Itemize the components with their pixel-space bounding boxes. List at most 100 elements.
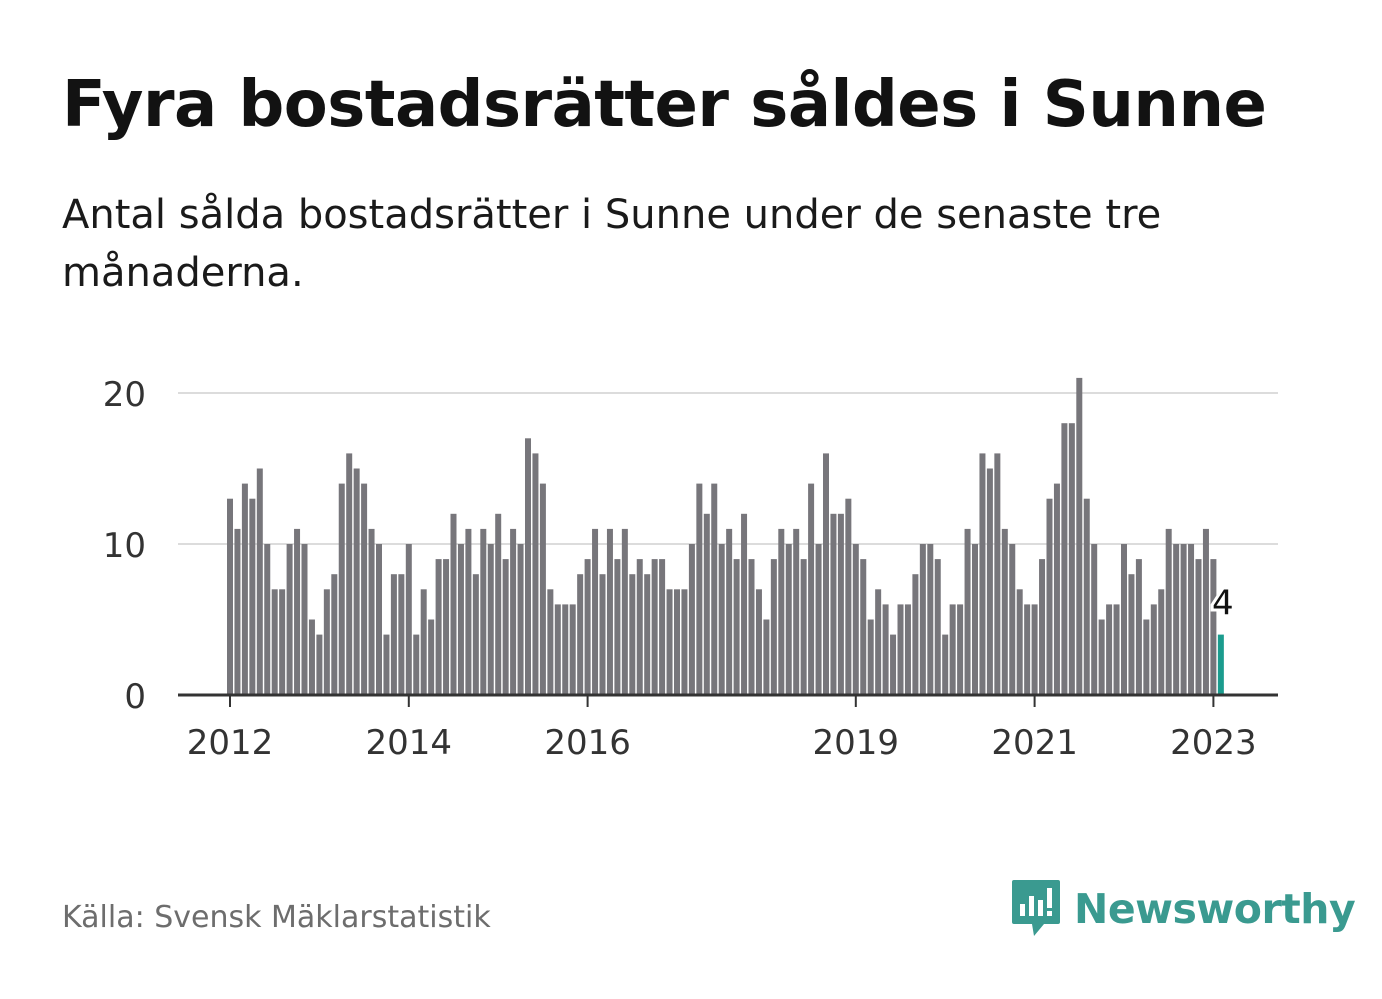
bar [1068,423,1075,695]
bar [279,589,286,695]
bar [912,574,919,695]
bar [979,453,986,695]
bar-layer [227,377,1224,695]
bar [271,589,278,695]
bar [480,528,487,695]
bar [763,619,770,695]
bar [867,619,874,695]
bar [301,544,308,695]
bar [629,574,636,695]
bar [398,574,405,695]
bar [800,559,807,695]
y-tick-label: 0 [124,677,146,717]
bar [510,528,517,695]
bar [860,559,867,695]
bar [227,498,233,695]
y-tick-label: 20 [103,375,146,415]
bar [256,468,263,695]
bar [435,559,442,695]
bar [539,483,546,695]
bar [733,559,740,695]
bar [1121,544,1127,695]
bar [1098,619,1105,695]
bar [1165,528,1172,695]
bar [934,559,941,695]
bar [569,604,576,695]
bar [703,513,710,695]
bar [376,544,382,695]
y-tick-label: 10 [103,526,146,566]
bar [472,574,479,695]
x-tick-label: 2021 [991,723,1078,763]
newsworthy-logo-icon [1012,880,1060,936]
bar [681,589,688,695]
x-tick-label: 2019 [813,723,900,763]
bar [405,544,412,695]
bar [986,468,993,695]
bar [323,589,330,695]
bar [1180,544,1187,695]
bar [1202,528,1209,695]
bar [1143,619,1150,695]
bar [778,528,785,695]
bar [949,604,956,695]
bar [368,528,375,695]
bar [532,453,539,695]
bar [830,513,837,695]
source-note: Källa: Svensk Mäklarstatistik [62,900,491,935]
bar [577,574,584,695]
bar [755,589,762,695]
bar [1135,559,1142,695]
bar [815,544,822,695]
bar [1113,604,1120,695]
bar [1031,604,1038,695]
bar [696,483,703,695]
bar [621,528,628,695]
bar [1076,377,1083,695]
brand-name: Newsworthy [1074,885,1356,933]
x-tick-label: 2014 [366,723,453,763]
chart-subtitle: Antal sålda bostadsrätter i Sunne under … [62,192,1162,296]
bar [994,453,1001,695]
bar [234,528,241,695]
bar [1001,528,1008,695]
x-tick-label: 2023 [1170,723,1257,763]
bar [465,528,472,695]
bar [785,544,792,695]
bar [1039,559,1046,695]
bar [837,513,844,695]
bar [1173,544,1180,695]
bar [525,438,531,695]
bar [294,528,301,695]
bar [919,544,926,695]
bar [636,559,643,695]
bar [674,589,680,695]
bar [1061,423,1068,695]
bar [1009,544,1016,695]
bar [1106,604,1113,695]
bar [1046,498,1053,695]
bar [1083,498,1090,695]
bar [726,528,733,695]
bar [659,559,666,695]
bar [711,483,718,695]
bar-highlight [1217,634,1224,695]
bar [1024,604,1031,695]
bar [286,544,293,695]
bar [904,604,911,695]
bar [487,544,494,695]
brand-logo[interactable]: Newsworthy [1010,876,1356,942]
bar [584,559,591,695]
bar [942,634,949,695]
bar [331,574,338,695]
bar [443,559,450,695]
bar [897,604,904,695]
bar [413,634,420,695]
bar [957,604,964,695]
bar [353,468,360,695]
bar [338,483,345,695]
bar [383,634,390,695]
bar [666,589,673,695]
bar [808,483,815,695]
